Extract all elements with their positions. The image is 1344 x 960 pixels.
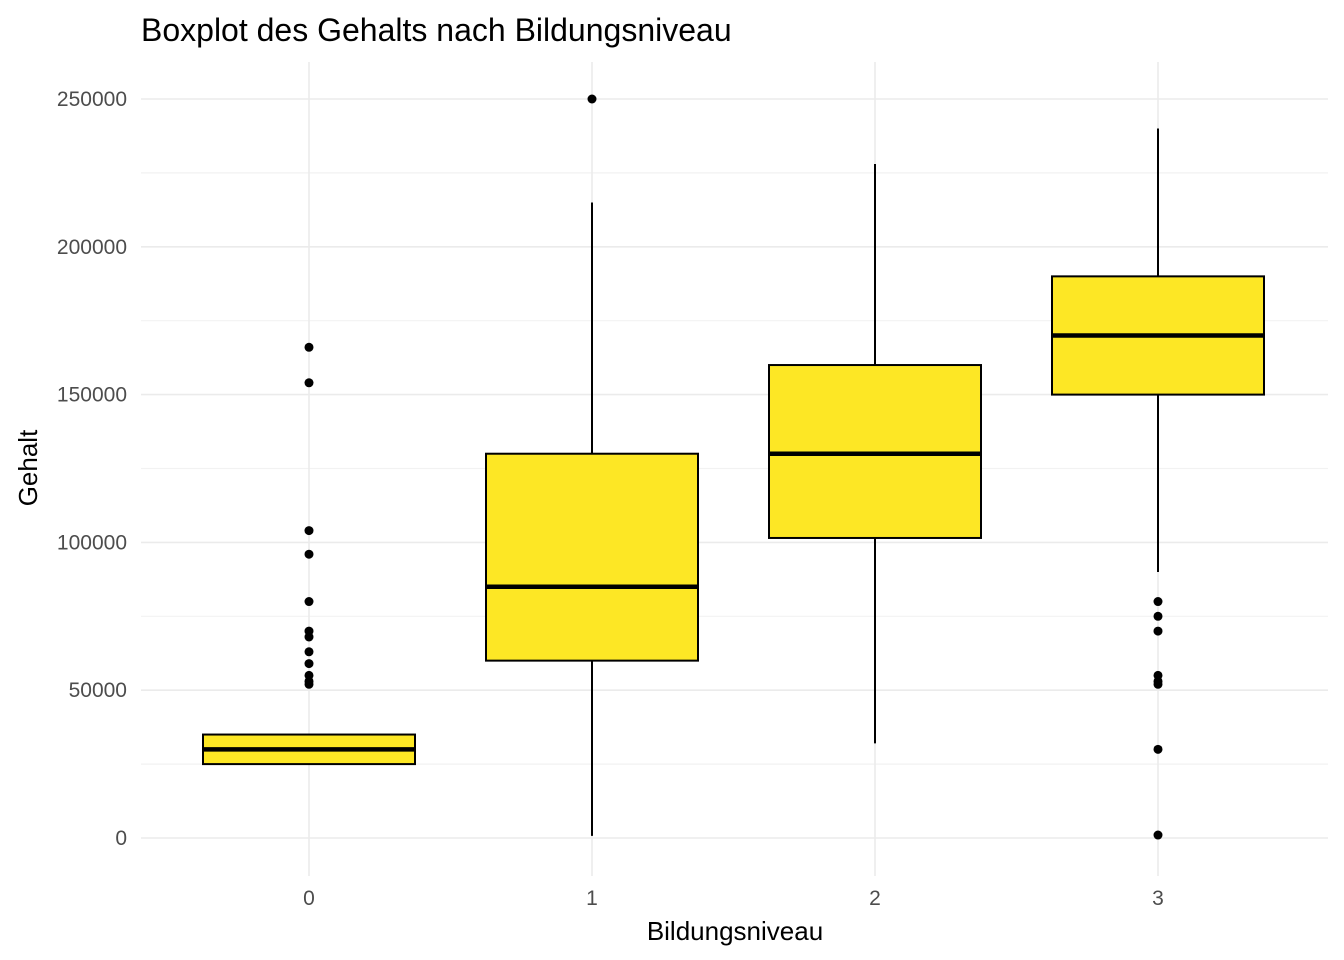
outlier-point xyxy=(304,632,314,642)
y-axis-title: Gehalt xyxy=(13,429,43,506)
outlier-point xyxy=(1153,830,1163,840)
x-tick-label: 0 xyxy=(303,887,315,910)
outlier-point xyxy=(304,647,314,657)
y-tick-label: 100000 xyxy=(57,531,127,554)
x-tick-label: 3 xyxy=(1152,887,1164,910)
outlier-point xyxy=(1153,679,1163,689)
y-tick-label: 150000 xyxy=(57,384,127,407)
box-group-3 xyxy=(1051,128,1265,840)
outlier-point xyxy=(304,659,314,669)
outlier-point xyxy=(1153,626,1163,636)
outlier-point xyxy=(1153,744,1163,754)
box-group-1 xyxy=(485,94,699,836)
outlier-point xyxy=(304,526,314,536)
outlier-point xyxy=(304,549,314,559)
outlier-point xyxy=(304,679,314,689)
box-group-0 xyxy=(202,342,416,766)
outlier-point xyxy=(1153,611,1163,621)
axis-layer: 0 50000 100000 150000 200000 250000 0 1 2 3 xyxy=(57,88,1164,910)
x-tick-label: 1 xyxy=(586,887,598,910)
box-group-2 xyxy=(768,164,982,744)
outlier-point xyxy=(304,342,314,352)
y-tick-label: 0 xyxy=(115,827,127,850)
y-tick-label: 50000 xyxy=(69,679,127,702)
box xyxy=(485,452,699,662)
outlier-point xyxy=(304,378,314,388)
chart-title: Boxplot des Gehalts nach Bildungsniveau xyxy=(141,12,732,48)
y-tick-label: 250000 xyxy=(57,88,127,111)
outlier-point xyxy=(1153,597,1163,607)
y-tick-label: 200000 xyxy=(57,236,127,259)
x-axis-title: Bildungsniveau xyxy=(647,916,823,946)
outlier-point xyxy=(587,94,597,104)
outlier-point xyxy=(304,597,314,607)
box-layer xyxy=(202,94,1265,840)
x-tick-label: 2 xyxy=(869,887,881,910)
